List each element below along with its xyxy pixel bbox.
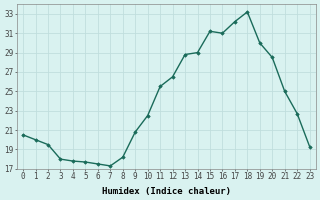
X-axis label: Humidex (Indice chaleur): Humidex (Indice chaleur) (102, 187, 231, 196)
